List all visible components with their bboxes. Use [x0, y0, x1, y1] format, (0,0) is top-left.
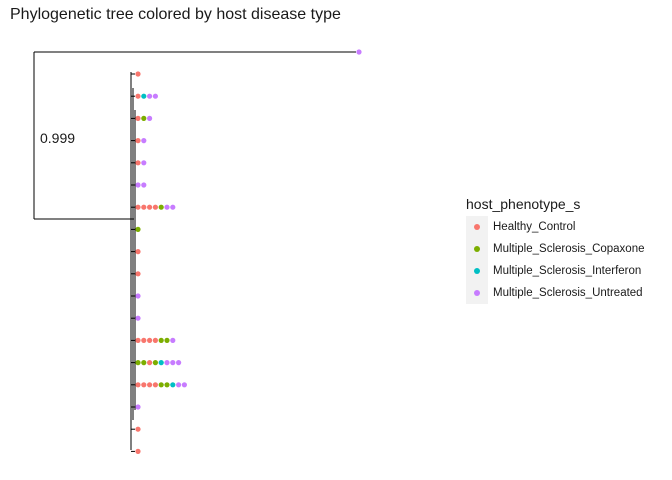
- tip-point-untreated: [176, 360, 182, 366]
- legend-dot-icon: [474, 268, 480, 274]
- tip-point-copaxone: [158, 337, 164, 343]
- tip-point-untreated: [141, 160, 147, 166]
- tip-point-untreated: [164, 204, 170, 210]
- tip-point-untreated: [170, 204, 176, 210]
- legend-title: host_phenotype_s: [466, 196, 581, 212]
- tip-point-healthy: [135, 204, 141, 210]
- tip-point-untreated: [147, 93, 153, 99]
- tip-point-healthy: [135, 249, 141, 255]
- tip-point-copaxone: [152, 360, 158, 366]
- legend-dot-icon: [474, 224, 480, 230]
- tip-point-interferon: [170, 382, 176, 388]
- tip-point-copaxone: [141, 115, 147, 121]
- tip-point-copaxone: [135, 360, 141, 366]
- tip-point-healthy: [147, 204, 153, 210]
- tip-point-healthy: [135, 93, 141, 99]
- tip-point-healthy: [135, 115, 141, 121]
- tip-point-healthy: [135, 138, 141, 144]
- tip-point-untreated: [135, 404, 141, 410]
- tip-point-untreated: [152, 93, 158, 99]
- tip-point-healthy: [135, 160, 141, 166]
- tip-point-copaxone: [141, 360, 147, 366]
- tip-points: [135, 49, 362, 454]
- tip-point-untreated: [170, 360, 176, 366]
- node-support-label: 0.999: [40, 130, 75, 146]
- legend-key: [466, 282, 488, 304]
- tip-point-healthy: [135, 448, 141, 454]
- tip-point-untreated: [147, 115, 153, 121]
- legend-dot-icon: [474, 246, 480, 252]
- tip-point-untreated: [164, 360, 170, 366]
- tip-point-untreated: [176, 382, 182, 388]
- legend-dot-icon: [474, 290, 480, 296]
- tip-point-untreated: [181, 382, 187, 388]
- tip-point-healthy: [135, 382, 141, 388]
- tip-point-healthy: [135, 337, 141, 343]
- tip-point-healthy: [141, 382, 147, 388]
- legend-item-interferon: Multiple_Sclerosis_Interferon: [466, 260, 666, 282]
- legend-items: Healthy_Control Multiple_Sclerosis_Copaxo…: [466, 216, 666, 304]
- legend-key: [466, 216, 488, 238]
- tip-point-healthy: [135, 71, 141, 77]
- tip-point-untreated: [135, 182, 141, 188]
- legend: host_phenotype_s Healthy_Control Multiple…: [466, 196, 666, 304]
- tip-point-healthy: [135, 426, 141, 432]
- tip-point-healthy: [152, 204, 158, 210]
- legend-item-untreated: Multiple_Sclerosis_Untreated: [466, 282, 666, 304]
- legend-label: Multiple_Sclerosis_Copaxone: [493, 243, 645, 255]
- tip-point-interferon: [158, 360, 164, 366]
- tip-point-healthy: [152, 337, 158, 343]
- legend-label: Multiple_Sclerosis_Interferon: [493, 265, 642, 277]
- legend-key: [466, 260, 488, 282]
- legend-item-healthy: Healthy_Control: [466, 216, 666, 238]
- legend-item-copaxone: Multiple_Sclerosis_Copaxone: [466, 238, 666, 260]
- tip-point-untreated: [141, 182, 147, 188]
- tip-point-healthy: [147, 382, 153, 388]
- tip-point-copaxone: [164, 337, 170, 343]
- plot-title: Phylogenetic tree colored by host diseas…: [10, 6, 341, 23]
- tip-point-healthy: [147, 360, 153, 366]
- tip-point-healthy: [141, 204, 147, 210]
- tip-point-healthy: [147, 337, 153, 343]
- tip-point-copaxone: [158, 382, 164, 388]
- tip-point-interferon: [141, 93, 147, 99]
- legend-key: [466, 238, 488, 260]
- tip-point-untreated: [356, 49, 362, 55]
- tip-point-copaxone: [158, 204, 164, 210]
- tip-point-healthy: [152, 382, 158, 388]
- legend-label: Multiple_Sclerosis_Untreated: [493, 287, 643, 299]
- tip-point-copaxone: [135, 226, 141, 232]
- tree-branches: [33, 51, 356, 452]
- tip-point-untreated: [141, 138, 147, 144]
- tip-point-copaxone: [164, 382, 170, 388]
- tip-point-healthy: [135, 271, 141, 277]
- tip-point-untreated: [135, 293, 141, 299]
- legend-label: Healthy_Control: [493, 221, 576, 233]
- tip-point-healthy: [141, 337, 147, 343]
- tip-point-untreated: [170, 337, 176, 343]
- tip-point-untreated: [135, 315, 141, 321]
